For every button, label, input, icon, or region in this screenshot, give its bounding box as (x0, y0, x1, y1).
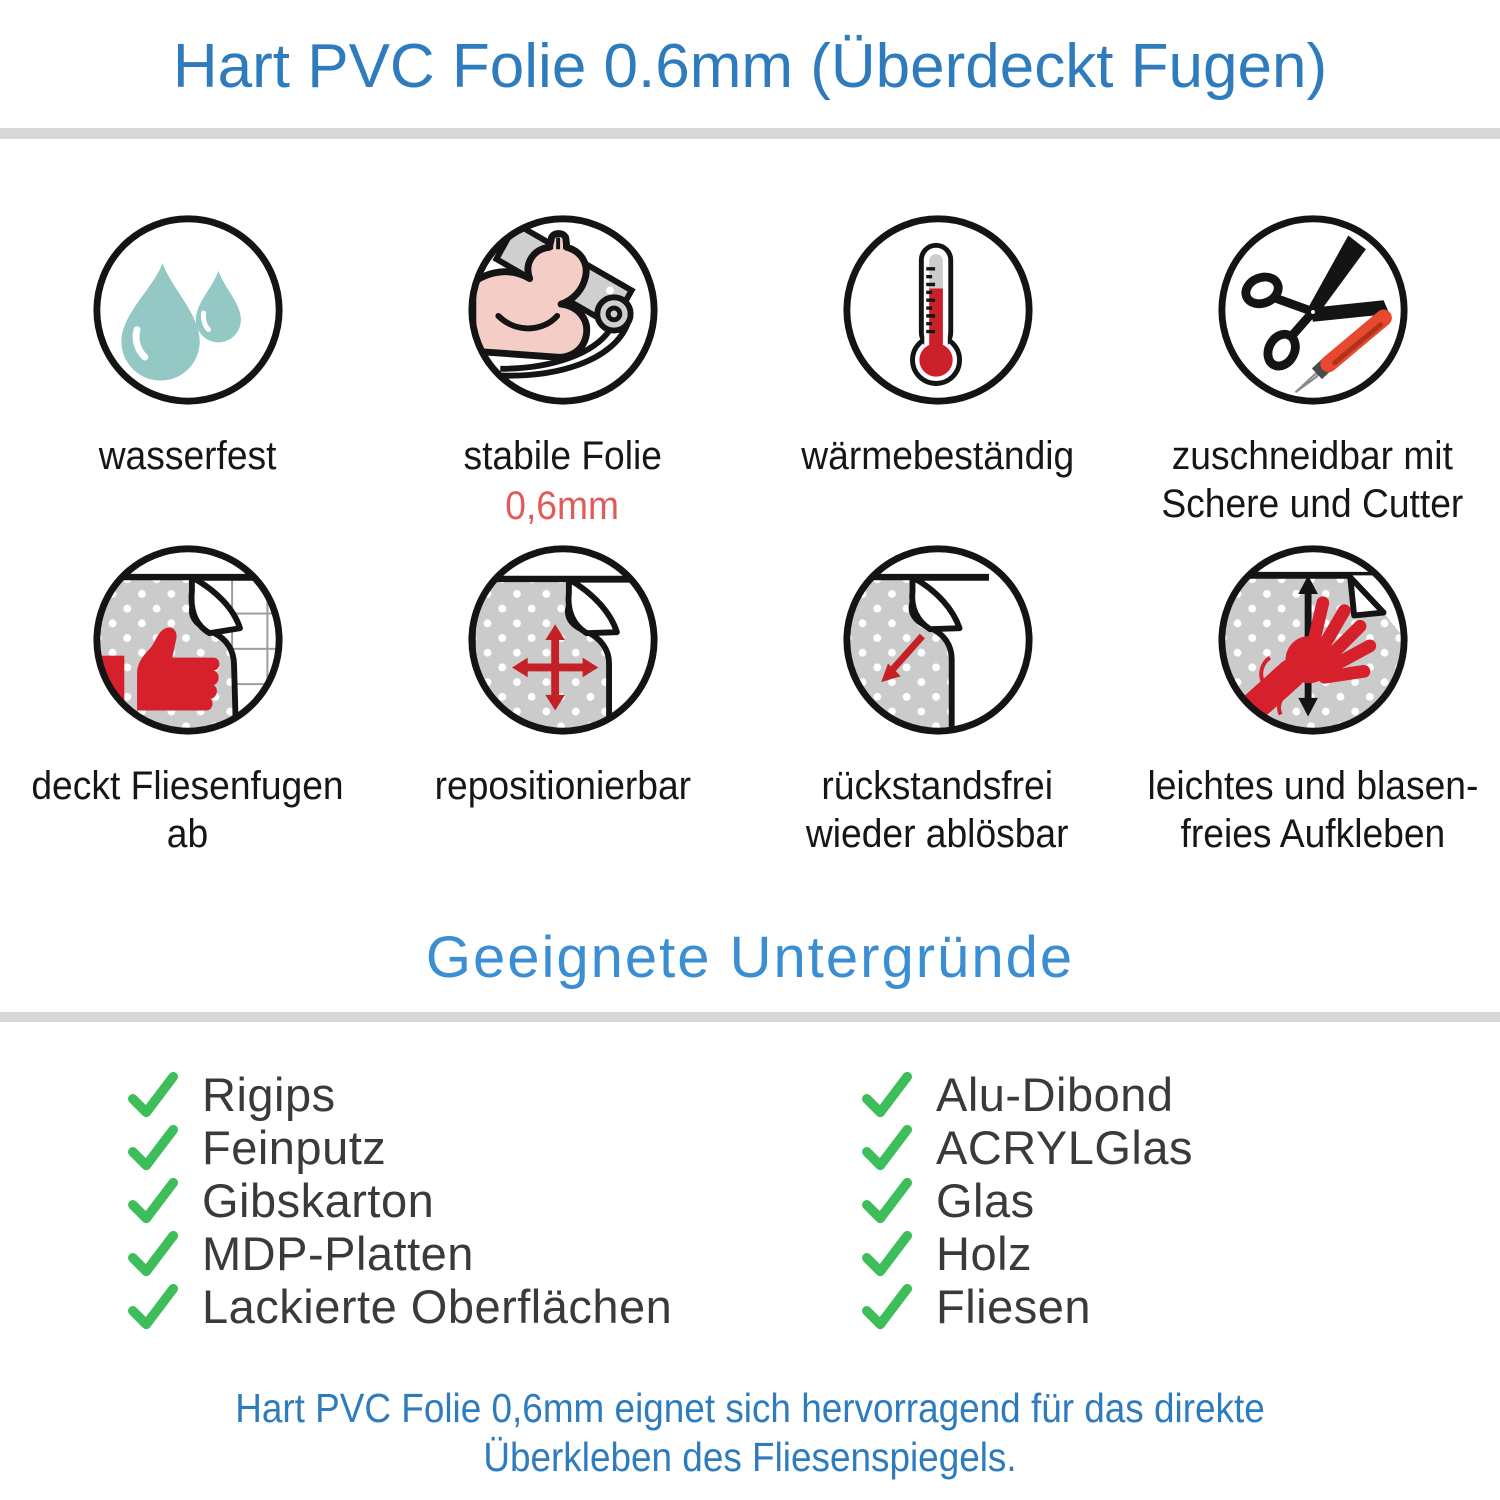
feature-wasserfest: wasserfest (0, 212, 375, 530)
page-title: Hart PVC Folie 0.6mm (Überdeckt Fugen) (0, 32, 1500, 102)
list-item: Lackierte Oberflächen (128, 1280, 672, 1333)
feature-caption: stabile Folie (463, 434, 662, 478)
list-item: Feinputz (128, 1121, 672, 1174)
feature-caption: leichtes und blasen- freies Aufkleben (1147, 764, 1478, 856)
check-icon (862, 1230, 912, 1276)
page-title-text: Hart PVC Folie 0.6mm (Überdeckt Fugen) (172, 32, 1328, 101)
list-item: Alu-Dibond (862, 1068, 1193, 1121)
list-item-label: Fliesen (936, 1280, 1092, 1333)
list-item: Glas (862, 1174, 1193, 1227)
peel-off-arrow-foil-icon (842, 545, 1033, 735)
list-item: MDP-Platten (128, 1227, 672, 1280)
list-item-label: Alu-Dibond (936, 1068, 1174, 1121)
thermometer-icon (842, 215, 1033, 405)
feature-rueckstandsfrei: rückstandsfrei wieder ablösbar (750, 542, 1125, 858)
section-title: Geeignete Untergründe (425, 925, 1075, 990)
move-arrows-foil-icon (467, 545, 658, 735)
list-item-label: Glas (936, 1174, 1035, 1227)
check-icon (128, 1283, 178, 1329)
feature-waermebestaendig: wärmebeständig (750, 212, 1125, 530)
feature-stabile-folie: stabile Folie 0,6mm (375, 212, 750, 530)
feature-deckt-fugen: deckt Fliesenfugen ab (0, 542, 375, 858)
check-icon (128, 1230, 178, 1276)
substrates-column-right: Alu-Dibond ACRYLGlas Glas Holz Fliesen (862, 1068, 1193, 1333)
feature-caption: repositionierbar (434, 764, 691, 808)
list-item: Fliesen (862, 1280, 1193, 1333)
feature-caption: rückstandsfrei wieder ablösbar (806, 764, 1069, 856)
feature-zuschneidbar: zuschneidbar mit Schere und Cutter (1125, 212, 1500, 530)
list-item: Holz (862, 1227, 1193, 1280)
check-icon (862, 1283, 912, 1329)
list-item: Rigips (128, 1068, 672, 1121)
list-item-label: Rigips (202, 1068, 336, 1121)
strong-arm-foil-roll-icon (467, 215, 658, 405)
feature-caption: wärmebeständig (801, 434, 1074, 478)
footer-text: Hart PVC Folie 0,6mm eignet sich hervorr… (235, 1385, 1265, 1480)
feature-caption: zuschneidbar mit Schere und Cutter (1161, 434, 1464, 526)
thumbs-up-tile-joints-icon (92, 545, 283, 735)
divider-bar-middle (0, 1012, 1500, 1022)
list-item-label: MDP-Platten (202, 1227, 474, 1280)
feature-caption: deckt Fliesenfugen ab (31, 764, 344, 856)
substrates-column-left: Rigips Feinputz Gibskarton MDP-Platten L… (128, 1068, 672, 1333)
features-row-2: deckt Fliesenfugen ab repositionierbar (0, 542, 1500, 858)
check-icon (862, 1124, 912, 1170)
check-icon (128, 1124, 178, 1170)
features-row-1: wasserfest stabile Folie 0,6mm (0, 212, 1500, 530)
check-icon (128, 1177, 178, 1223)
list-item: Gibskarton (128, 1174, 672, 1227)
divider-bar-top (0, 128, 1500, 139)
water-drops-icon (92, 215, 283, 405)
check-icon (862, 1071, 912, 1117)
feature-repositionierbar: repositionierbar (375, 542, 750, 858)
scissors-and-cutter-icon (1217, 215, 1408, 405)
feature-caption: wasserfest (98, 434, 277, 478)
smoothing-hand-foil-icon (1217, 545, 1408, 735)
list-item: ACRYLGlas (862, 1121, 1193, 1174)
feature-caption-accent: 0,6mm (505, 484, 620, 528)
check-icon (862, 1177, 912, 1223)
list-item-label: Lackierte Oberflächen (202, 1280, 673, 1333)
list-item-label: Feinputz (202, 1121, 387, 1174)
check-icon (128, 1071, 178, 1117)
feature-blasenfrei: leichtes und blasen- freies Aufkleben (1125, 542, 1500, 858)
list-item-label: Holz (936, 1227, 1033, 1280)
list-item-label: Gibskarton (202, 1174, 435, 1227)
list-item-label: ACRYLGlas (936, 1121, 1194, 1174)
